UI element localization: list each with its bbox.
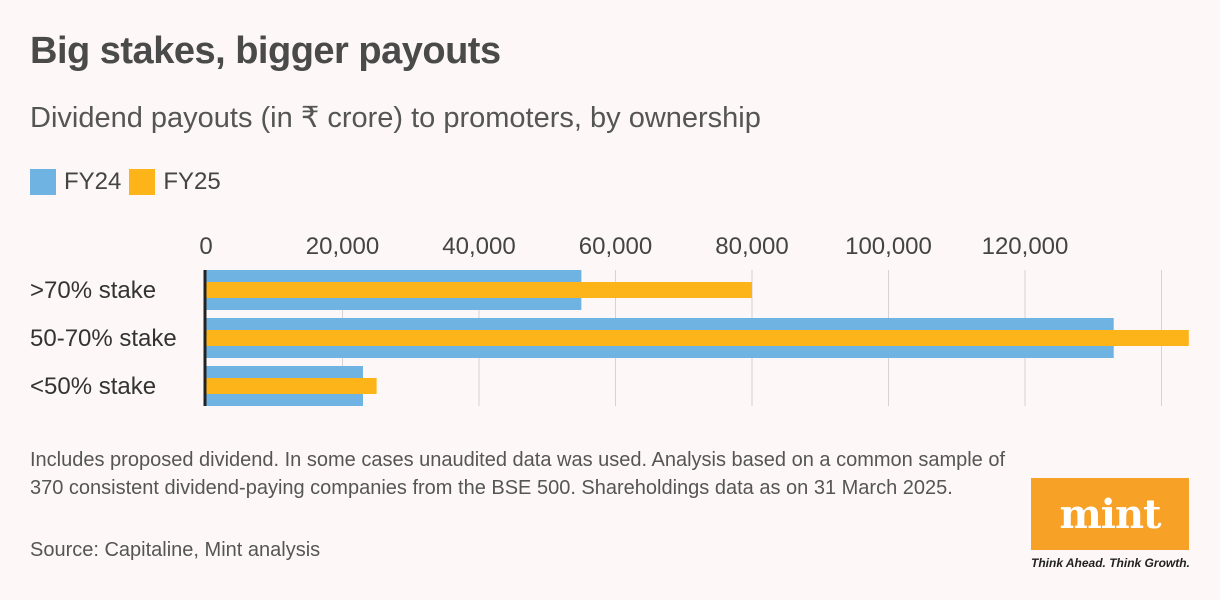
x-tick-label-0: 0 — [199, 233, 212, 260]
chart-subtitle: Dividend payouts (in ₹ crore) to promote… — [30, 102, 761, 134]
bar-chart: 0 20,000 40,000 60,000 80,000 100,000 120,000 >… — [30, 233, 1189, 406]
legend-label-fy24: FY24 — [64, 168, 122, 195]
legend-item-fy25: FY25 — [129, 168, 221, 196]
footnote: Includes proposed dividend. In some case… — [30, 449, 1006, 499]
x-tick-label-5: 100,000 — [845, 233, 932, 260]
category-label-0: >70% stake — [30, 277, 156, 304]
legend-swatch-fy25 — [129, 169, 156, 195]
x-tick-label-6: 120,000 — [982, 233, 1069, 260]
legend-item-fy24: FY24 — [30, 168, 121, 196]
x-tick-label-1: 20,000 — [306, 233, 379, 260]
legend: FY24 FY25 — [30, 168, 229, 196]
bar-fy25-0 — [206, 282, 752, 298]
x-tick-label-4: 80,000 — [715, 233, 788, 260]
category-label-2: <50% stake — [30, 373, 156, 400]
bar-fy25-1 — [206, 330, 1189, 346]
legend-label-fy25: FY25 — [163, 168, 221, 195]
mint-tagline: Think Ahead. Think Growth. — [1031, 556, 1190, 570]
mint-logo-text: mint — [1059, 490, 1161, 538]
source-line: Source: Capitaline, Mint analysis — [30, 539, 321, 561]
bar-fy25-2 — [206, 378, 377, 394]
x-tick-label-3: 60,000 — [579, 233, 652, 260]
category-label-1: 50-70% stake — [30, 325, 177, 352]
x-tick-label-2: 40,000 — [442, 233, 515, 260]
chart-title: Big stakes, bigger payouts — [30, 30, 501, 72]
legend-swatch-fy24 — [30, 169, 56, 195]
mint-logo: mint — [1031, 478, 1189, 550]
